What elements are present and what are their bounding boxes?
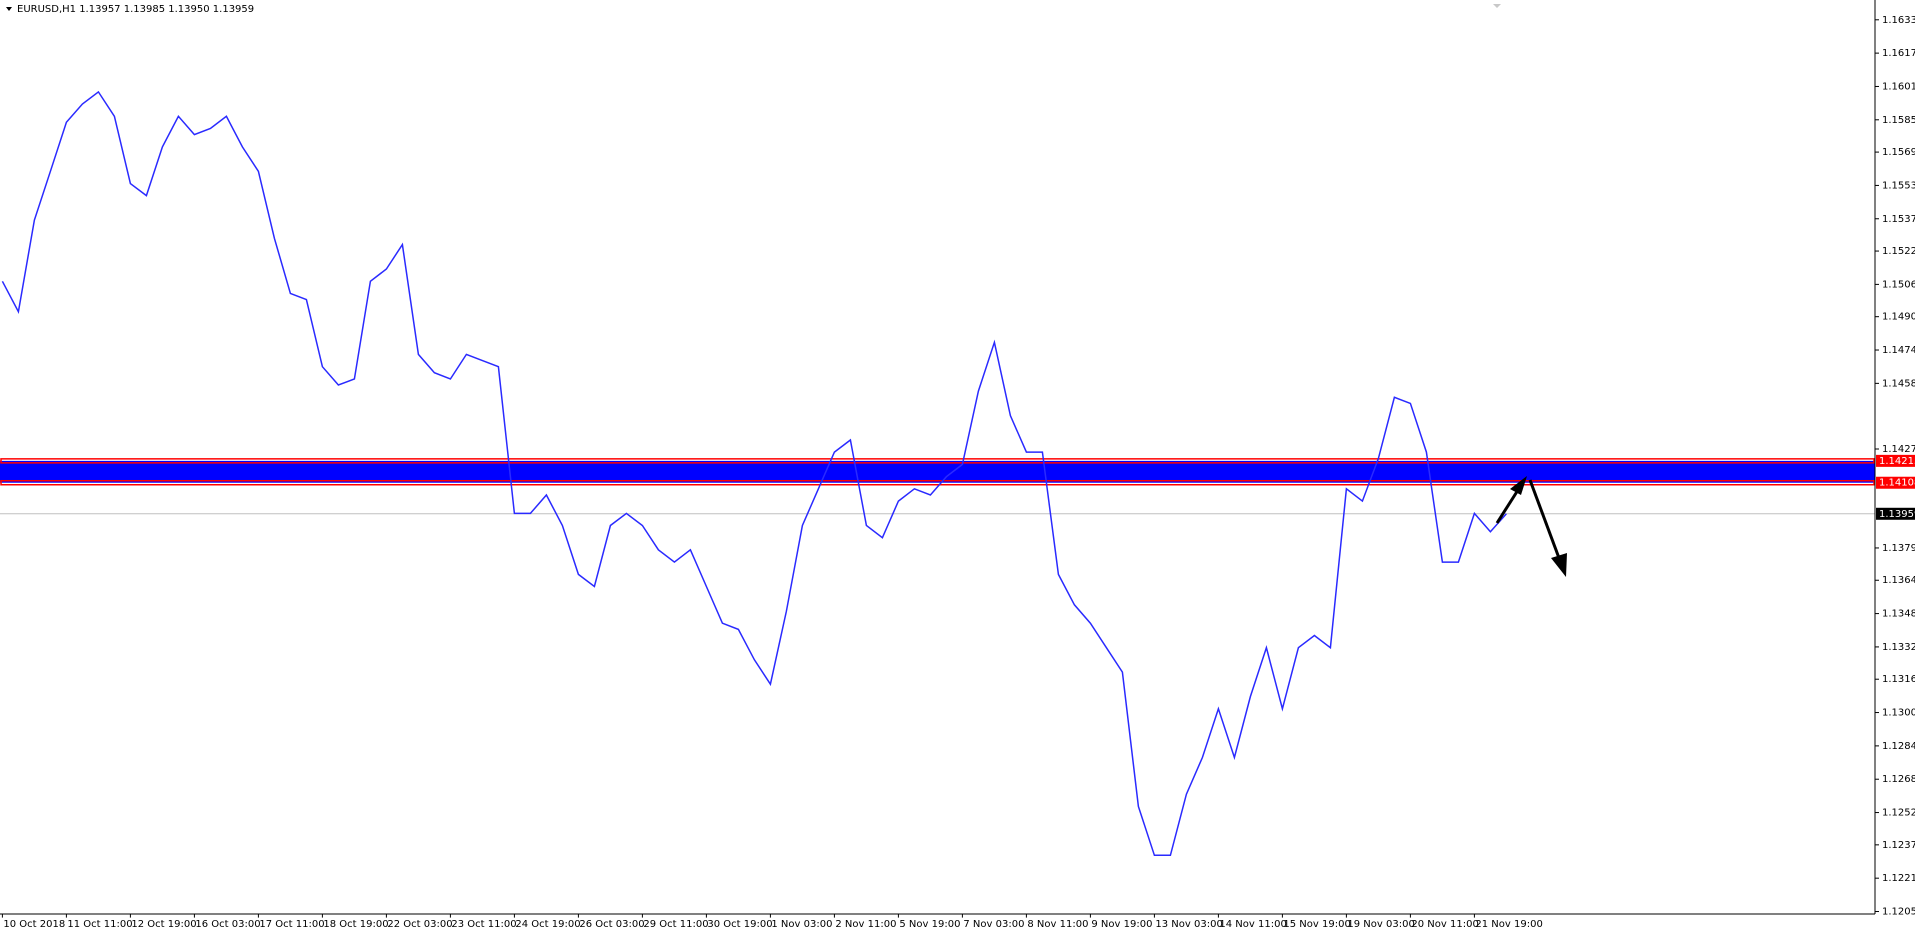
zone-border [0,458,1875,464]
x-tick-label: 22 Oct 03:00 [387,919,452,930]
y-tick-label: 1.15850 [1882,115,1915,126]
x-tick-label: 30 Oct 19:00 [707,919,772,930]
y-tick-label: 1.12370 [1882,840,1915,851]
price-label: 1.14213 [1879,456,1915,467]
y-tick-label: 1.14905 [1882,312,1915,323]
y-tick-label: 1.15060 [1882,279,1915,290]
x-tick-label: 9 Nov 19:00 [1091,919,1152,930]
price-label-box [1876,476,1915,489]
y-tick-label: 1.13795 [1882,543,1915,554]
y-tick-label: 1.12210 [1882,873,1915,884]
zone-band [0,460,1875,483]
x-tick-label: 26 Oct 03:00 [579,919,644,930]
y-tick-label: 1.12685 [1882,774,1915,785]
y-tick-label: 1.13320 [1882,642,1915,653]
symbol-menu-icon[interactable] [6,7,12,11]
arrow-down [1528,479,1561,559]
price-label: 1.14108 [1879,478,1915,489]
y-tick-label: 1.14745 [1882,345,1915,356]
chart-title: EURUSD,H1 1.13957 1.13985 1.13950 1.1395… [17,4,254,15]
y-tick-label: 1.14270 [1882,444,1915,455]
y-tick-label: 1.13480 [1882,609,1915,620]
x-tick-label: 20 Nov 11:00 [1411,919,1478,930]
x-tick-label: 21 Nov 19:00 [1475,919,1542,930]
y-tick-label: 1.13005 [1882,708,1915,719]
x-tick-label: 13 Nov 03:00 [1155,919,1222,930]
x-tick-label: 12 Oct 19:00 [131,919,196,930]
forecast-arrows [1495,476,1567,577]
y-tick-label: 1.16170 [1882,48,1915,59]
y-tick-label: 1.16330 [1882,15,1915,26]
y-tick-label: 1.12525 [1882,808,1915,819]
y-tick-label: 1.14585 [1882,378,1915,389]
y-tick-label: 1.15375 [1882,214,1915,225]
x-tick-label: 17 Oct 11:00 [259,919,324,930]
price-label: 1.13959 [1879,509,1915,520]
y-tick-label: 1.12845 [1882,741,1915,752]
x-tick-label: 19 Nov 03:00 [1347,919,1414,930]
y-tick-label: 1.15220 [1882,246,1915,257]
arrow-head [1551,553,1567,577]
y-tick-label: 1.15695 [1882,147,1915,158]
x-tick-label: 18 Oct 19:00 [323,919,388,930]
y-tick-label: 1.13165 [1882,674,1915,685]
x-tick-label: 8 Nov 11:00 [1027,919,1088,930]
x-tick-label: 15 Nov 19:00 [1283,919,1350,930]
x-tick-label: 1 Nov 03:00 [771,919,832,930]
x-tick-label: 5 Nov 19:00 [899,919,960,930]
x-tick-label: 11 Oct 11:00 [67,919,132,930]
y-tick-label: 1.16010 [1882,81,1915,92]
price-line [1,90,1507,857]
x-tick-label: 24 Oct 19:00 [515,919,580,930]
arrow-up [1495,489,1520,524]
x-tick-label: 10 Oct 2018 [3,919,65,930]
shift-marker [1493,4,1501,8]
x-tick-label: 29 Oct 11:00 [643,919,708,930]
zone-border [0,479,1875,486]
y-tick-label: 1.12050 [1882,907,1915,918]
x-tick-label: 7 Nov 03:00 [963,919,1024,930]
price-label-box [1876,507,1915,520]
x-tick-label: 14 Nov 11:00 [1219,919,1286,930]
y-tick-label: 1.13640 [1882,575,1915,586]
plot-area [0,90,1875,857]
y-tick-label: 1.15535 [1882,180,1915,191]
price-label-box [1876,454,1915,467]
x-tick-label: 23 Oct 11:00 [451,919,516,930]
x-tick-label: 16 Oct 03:00 [195,919,260,930]
x-tick-label: 2 Nov 11:00 [835,919,896,930]
arrow-head [1510,476,1527,495]
